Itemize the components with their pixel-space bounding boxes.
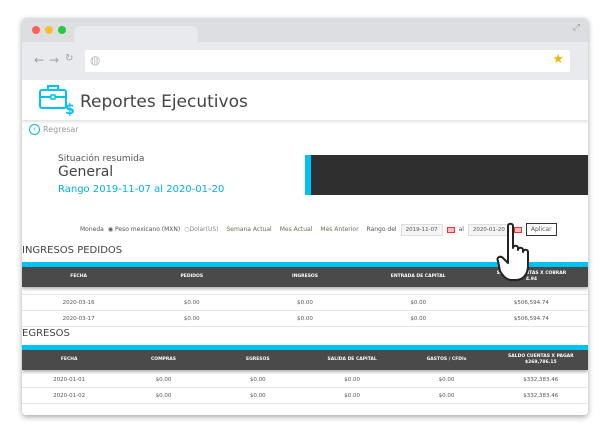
close-dot[interactable] xyxy=(32,26,40,34)
col-saldo-total: 4.94 xyxy=(525,277,537,282)
ingresos-table: FECHA PEDIDOS INGRESOS ENTRADA DE CAPITA… xyxy=(22,262,588,327)
browser-window: ⤢ ← → ↻ ◍ ★ $ Reportes Ejecutivos ‹ Regre… xyxy=(22,18,588,415)
cell: 2020-03-17 xyxy=(62,316,95,322)
col-fecha: FECHA xyxy=(60,357,78,362)
col-compras: COMPRAS xyxy=(150,357,177,362)
col-saldo-cobrar: SALDO CUENTAS X COBRAR 4.94 xyxy=(475,267,588,287)
cell: $0.00 xyxy=(410,300,427,306)
to-label: al xyxy=(458,226,464,233)
radio-mxn[interactable]: ◉ Peso mexicano (MXN) xyxy=(107,226,181,233)
table-header: FECHA PEDIDOS INGRESOS ENTRADA DE CAPITA… xyxy=(22,267,588,287)
app-header: $ Reportes Ejecutivos xyxy=(22,80,588,120)
cell: $0.00 xyxy=(249,377,266,383)
date-to-input[interactable]: 2020-01-20 xyxy=(467,223,510,236)
col-saldo-pagar: SALDO CUENTAS X PAGAR $269,786.15 xyxy=(494,350,588,370)
range-label: Rango del xyxy=(366,226,397,233)
table-row: 2020-01-02 $0.00 $0.00 $0.00 $0.00 $332,383.4… xyxy=(22,388,588,404)
radio-usd[interactable]: ○Dolar(US) xyxy=(184,226,219,233)
reload-icon[interactable]: ↻ xyxy=(65,53,74,64)
ingresos-title: INGRESOS PEDIDOS xyxy=(22,245,123,256)
forward-arrow-icon[interactable]: → xyxy=(49,53,60,67)
hand-cursor-icon xyxy=(496,222,529,281)
date-from-input[interactable]: 2019-11-07 xyxy=(400,223,443,236)
cell: $0.00 xyxy=(297,316,313,322)
cell: 2020-01-01 xyxy=(53,377,86,383)
globe-icon: ◍ xyxy=(90,53,101,67)
cell: $0.00 xyxy=(410,316,427,322)
star-icon[interactable]: ★ xyxy=(552,52,564,67)
url-input[interactable]: ◍ ★ xyxy=(85,50,570,72)
briefcase-money-icon: $ xyxy=(39,85,74,116)
calendar-icon[interactable] xyxy=(446,226,455,233)
currency-label: Moneda xyxy=(80,226,104,233)
address-bar-area: ← → ↻ ◍ ★ xyxy=(22,42,588,80)
cell: $332,383.46 xyxy=(523,377,559,383)
maximize-dot[interactable] xyxy=(58,26,66,34)
cell: 2020-03-16 xyxy=(62,300,95,306)
col-saldo-total: $269,786.15 xyxy=(525,360,557,365)
summary-range: Rango 2019-11-07 al 2020-01-20 xyxy=(58,184,225,195)
cell: $0.00 xyxy=(344,393,361,399)
cell: $506,594.74 xyxy=(513,300,549,306)
cell: $0.00 xyxy=(297,300,313,306)
accent-bar xyxy=(22,262,588,267)
apply-button[interactable]: Aplicar xyxy=(525,223,557,236)
cell: $332,383.46 xyxy=(523,393,559,399)
col-egresos: EGRESOS xyxy=(246,357,270,362)
summary-subtitle: Situación resumida xyxy=(58,154,145,164)
tab-bar: ⤢ xyxy=(22,18,588,42)
table-header: FECHA COMPRAS EGRESOS SALIDA DE CAPITAL … xyxy=(22,350,588,370)
col-salida-capital: SALIDA DE CAPITAL xyxy=(327,357,377,362)
back-link[interactable]: ‹ Regresar xyxy=(29,124,79,135)
table-row-partial xyxy=(22,287,588,295)
cell: $0.00 xyxy=(183,316,200,322)
link-mes-actual[interactable]: Mes Actual xyxy=(279,226,313,233)
col-fecha: FECHA xyxy=(70,274,87,279)
svg-text:$: $ xyxy=(65,102,74,116)
link-mes-anterior[interactable]: Mes Anterior xyxy=(320,226,359,233)
browser-tab[interactable] xyxy=(74,26,198,42)
cell: $0.00 xyxy=(438,393,455,399)
cell: $0.00 xyxy=(183,300,200,306)
col-saldo-label: SALDO CUENTAS X COBRAR xyxy=(496,271,567,276)
chevron-left-icon: ‹ xyxy=(29,124,40,135)
radio-usd-label: Dolar(US) xyxy=(189,226,219,233)
cell: $0.00 xyxy=(155,393,172,399)
cell: $0.00 xyxy=(155,377,172,383)
table-row: 2020-03-17 $0.00 $0.00 $0.00 $506,594.74 xyxy=(22,311,588,327)
back-arrow-icon[interactable]: ← xyxy=(34,53,45,67)
summary-title: General xyxy=(58,164,114,180)
cell: $506,594.74 xyxy=(513,316,549,322)
col-saldo-label: SALDO CUENTAS X PAGAR xyxy=(508,354,574,359)
col-entrada-capital: ENTRADA DE CAPITAL xyxy=(390,274,446,279)
col-ingresos: INGRESOS xyxy=(292,274,318,279)
egresos-title: EGRESOS xyxy=(22,328,70,339)
col-pedidos: PEDIDOS xyxy=(180,274,204,279)
cell: $0.00 xyxy=(249,393,266,399)
back-label: Regresar xyxy=(43,125,79,134)
table-row: 2020-03-16 $0.00 $0.00 $0.00 $506,594.74 xyxy=(22,295,588,311)
col-gastos: GASTOS / CFDIs xyxy=(426,357,467,362)
cell: 2020-01-02 xyxy=(53,393,86,399)
cell: $0.00 xyxy=(344,377,361,383)
cell: $0.00 xyxy=(438,377,455,383)
filter-bar: Moneda ◉ Peso mexicano (MXN) ○Dolar(US) … xyxy=(80,223,557,236)
minimize-dot[interactable] xyxy=(45,26,53,34)
app-title: Reportes Ejecutivos xyxy=(80,92,248,112)
calendar-icon[interactable] xyxy=(513,226,522,233)
radio-mxn-label: Peso mexicano (MXN) xyxy=(114,226,181,233)
summary-panel xyxy=(305,155,588,195)
link-semana-actual[interactable]: Semana Actual xyxy=(226,226,272,233)
egresos-table: FECHA COMPRAS EGRESOS SALIDA DE CAPITAL … xyxy=(22,345,588,404)
expand-icon[interactable]: ⤢ xyxy=(572,23,580,33)
accent-bar xyxy=(22,345,588,350)
table-row: 2020-01-01 $0.00 $0.00 $0.00 $0.00 $332,383.4… xyxy=(22,372,588,388)
